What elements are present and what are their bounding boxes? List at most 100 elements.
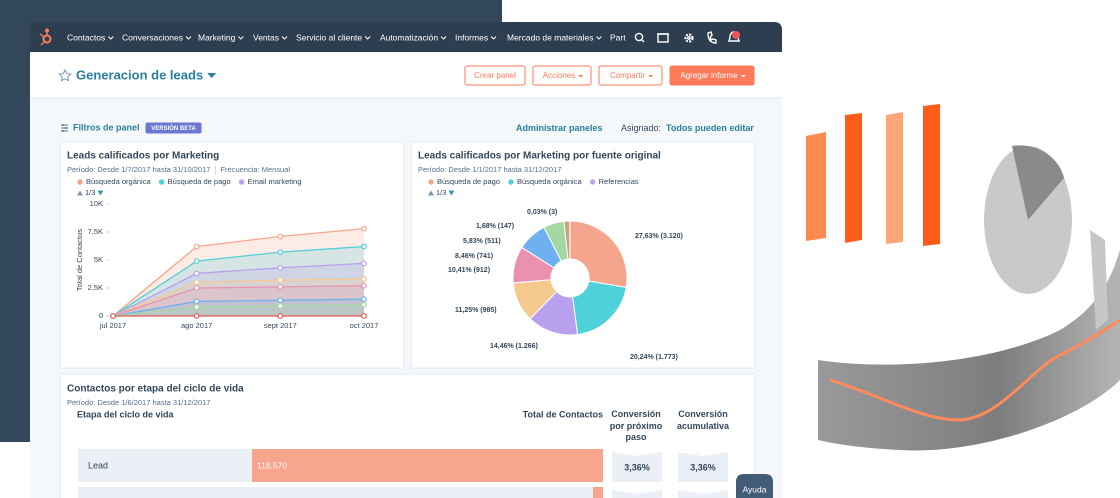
- column-header: Conversión acumulativa: [676, 409, 730, 431]
- data-point: [277, 313, 284, 319]
- column-header: Total de Contactos: [523, 409, 603, 419]
- nav-icons[interactable]: [634, 31, 741, 44]
- data-point: [193, 279, 200, 286]
- button-label[interactable]: Crear panel: [474, 71, 516, 80]
- pager-down[interactable]: [448, 190, 455, 196]
- slice-label: 27,63% (3.120): [635, 233, 683, 240]
- legend-label: Búsqueda de pago: [437, 177, 500, 186]
- series-line: [112, 245, 365, 317]
- conversion-cell: [612, 452, 662, 482]
- filters-link[interactable]: Filtros de panel: [73, 122, 140, 132]
- nav-item[interactable]: Informes: [455, 32, 488, 42]
- nav-item[interactable]: Marketing: [198, 32, 236, 42]
- data-point: [361, 243, 367, 250]
- data-point: [361, 313, 367, 319]
- stage-label: Lead: [88, 460, 108, 470]
- pager-up[interactable]: [428, 190, 434, 196]
- nav-item[interactable]: Conversaciones: [122, 32, 183, 42]
- chevron: [596, 36, 602, 40]
- pager: 1/3: [436, 188, 446, 197]
- chevron: [364, 36, 371, 40]
- slice-label: 1,68% (147): [476, 223, 514, 230]
- nav-item[interactable]: Servicio al cliente: [296, 32, 362, 42]
- button[interactable]: [464, 65, 526, 86]
- bar-label: 118.570: [257, 460, 287, 470]
- manage-link[interactable]: Administrar paneles: [516, 123, 603, 133]
- button-label[interactable]: Compartir: [610, 71, 645, 80]
- button[interactable]: [532, 65, 592, 86]
- series-line: [112, 285, 365, 317]
- caret: [648, 75, 654, 78]
- slice-label: 8,46% (741): [455, 253, 493, 260]
- data-point: [361, 225, 367, 232]
- data-point: [361, 260, 367, 267]
- funnel-bar: [252, 449, 603, 482]
- pie-slice: [571, 280, 627, 336]
- legend-label: Email marketing: [248, 177, 302, 186]
- chevron: [237, 36, 244, 40]
- conversion-value: 3,36%: [690, 462, 716, 472]
- badge: [145, 122, 202, 134]
- data-point: [277, 297, 284, 304]
- slice-label: 14,46% (1.266): [490, 343, 538, 350]
- nav-item[interactable]: Part: [610, 32, 626, 42]
- data-point: [361, 282, 367, 289]
- filter-icon: [61, 124, 68, 132]
- title-caret[interactable]: [207, 73, 217, 78]
- legend-swatch: [238, 179, 245, 185]
- logo: [39, 28, 52, 46]
- assigned-value[interactable]: Todos pueden editar: [666, 123, 754, 133]
- nav-item[interactable]: Automatización: [380, 32, 438, 42]
- chart-period: Período: Desde 1/1/2017 hasta 31/12/2017: [418, 165, 561, 174]
- help-label[interactable]: Ayuda: [743, 484, 767, 494]
- series-line: [112, 278, 365, 317]
- page-title[interactable]: Generacion de leads: [76, 67, 203, 82]
- assigned-label: Asignado:: [621, 123, 661, 133]
- legend-swatch: [428, 179, 434, 185]
- data-point: [193, 304, 200, 310]
- button[interactable]: [669, 65, 755, 86]
- conversion-value: 3,36%: [624, 462, 650, 472]
- data-point: [277, 277, 284, 284]
- data-point: [277, 283, 284, 290]
- x-tick-label: jul 2017: [99, 321, 126, 330]
- slice-label: 20,24% (1.773): [630, 354, 678, 361]
- column-header: Etapa del ciclo de vida: [77, 409, 175, 419]
- chevron: [185, 36, 192, 40]
- button-label[interactable]: Agregar informe: [680, 71, 738, 80]
- button-label[interactable]: Acciones: [543, 71, 575, 80]
- data-point: [193, 313, 200, 319]
- chart-period: Período: Desde 1/7/2017 hasta 31/10/2017: [67, 165, 210, 174]
- nav-bar: [30, 22, 782, 52]
- row-band: [78, 487, 603, 498]
- data-point: [277, 264, 284, 271]
- data-point: [277, 233, 284, 240]
- help-button[interactable]: [736, 474, 773, 498]
- nav-item[interactable]: Ventas: [253, 32, 279, 42]
- y-tick-label: 10K: [90, 199, 103, 208]
- y-axis-label: Total de Contactos: [75, 229, 84, 291]
- legend-swatch: [77, 179, 83, 185]
- data-point: [193, 298, 200, 305]
- column-header: Conversión por próximo paso: [609, 409, 663, 442]
- badge-label: VERSIÓN BETA: [151, 124, 196, 132]
- data-point: [193, 258, 200, 265]
- chevron: [440, 36, 447, 40]
- nav-item[interactable]: Contactos: [67, 32, 105, 42]
- button[interactable]: [598, 65, 663, 86]
- favorite-star[interactable]: [58, 68, 72, 82]
- chevron: [490, 36, 497, 40]
- pager-up[interactable]: [77, 190, 83, 196]
- nav-item[interactable]: Mercado de materiales: [507, 32, 593, 42]
- pie-slice: [569, 220, 628, 288]
- data-point: [361, 301, 367, 308]
- legend-label: Búsqueda orgánica: [86, 177, 151, 186]
- series-line: [112, 227, 365, 317]
- series-area: [113, 299, 364, 316]
- funnel-bar-partial: [593, 487, 603, 498]
- slice-label: 0,03% (3): [527, 209, 557, 216]
- chart-title: Leads calificados por Marketing por fuen…: [418, 151, 661, 162]
- pager-down[interactable]: [97, 190, 104, 196]
- series-area: [113, 263, 364, 316]
